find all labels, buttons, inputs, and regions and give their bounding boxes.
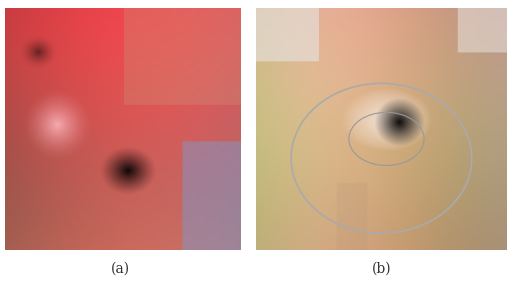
Text: (a): (a) [111, 261, 130, 275]
Text: (b): (b) [372, 261, 391, 275]
